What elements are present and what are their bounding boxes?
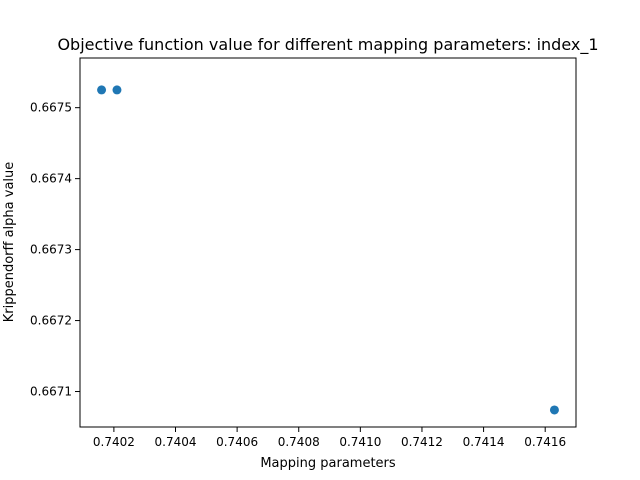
x-tick-label: 0.7408: [278, 435, 320, 449]
x-tick-label: 0.7404: [155, 435, 197, 449]
x-tick-label: 0.7410: [339, 435, 381, 449]
y-tick-label: 0.6671: [30, 385, 72, 399]
y-tick-label: 0.6672: [30, 314, 72, 328]
y-tick-label: 0.6674: [30, 172, 72, 186]
x-tick-label: 0.7416: [524, 435, 566, 449]
plot-area: 0.7402 0.7404 0.7406 0.7408 0.7410 0.7412 0.74…: [30, 85, 566, 449]
x-tick-label: 0.7412: [401, 435, 443, 449]
chart-title: Objective function value for different m…: [57, 35, 598, 55]
axes-frame: [79, 57, 577, 428]
data-point: [97, 85, 107, 95]
x-tick-label: 0.7406: [216, 435, 258, 449]
x-axis-label: Mapping parameters: [260, 456, 396, 471]
y-axis-label: Krippendorff alpha value: [2, 162, 17, 323]
x-tick-label: 0.7414: [463, 435, 505, 449]
data-point: [112, 85, 122, 95]
data-point: [549, 405, 559, 415]
y-tick-label: 0.6675: [30, 101, 72, 115]
y-tick-label: 0.6673: [30, 243, 72, 257]
x-tick-label: 0.7402: [93, 435, 135, 449]
